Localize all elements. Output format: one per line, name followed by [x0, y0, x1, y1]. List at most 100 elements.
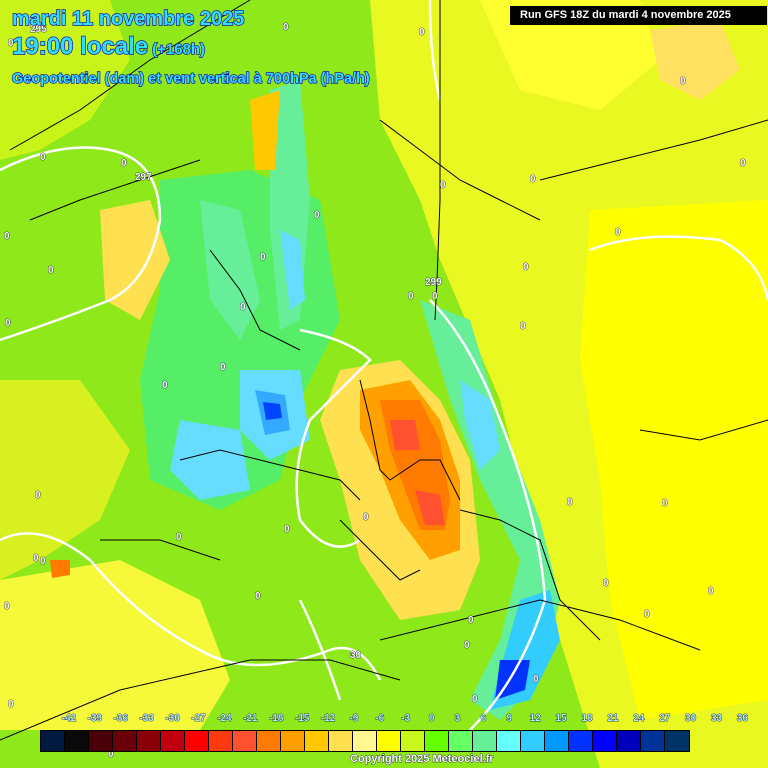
legend-color-cell	[353, 731, 377, 751]
legend-color-cell	[593, 731, 617, 751]
zero-contour-label: 0	[363, 512, 369, 524]
legend-tick-label: -36	[113, 713, 129, 725]
color-scale-legend	[40, 730, 690, 752]
legend-color-cell	[281, 731, 305, 751]
zero-contour-label: 0	[440, 180, 446, 192]
legend-color-cell	[185, 731, 209, 751]
legend-tick-label: -12	[320, 713, 336, 725]
zero-contour-label: 0	[419, 27, 425, 39]
legend-color-cell	[257, 731, 281, 751]
legend-tick-label: 27	[659, 713, 671, 725]
legend-color-cell	[41, 731, 65, 751]
legend-tick-label: -27	[191, 713, 206, 725]
legend-tick-label: -3	[401, 713, 411, 725]
zero-contour-label: 0	[284, 524, 290, 536]
zero-contour-label: 0	[108, 749, 114, 761]
legend-color-cell	[545, 731, 569, 751]
legend-color-cell	[377, 731, 401, 751]
legend-tick-label: 15	[555, 713, 567, 725]
legend-tick-label: 33	[710, 713, 723, 725]
zero-contour-label: 0	[533, 674, 539, 686]
copyright-text: Copyright 2025 Meteociel.fr	[350, 753, 494, 766]
zero-contour-label: 0	[408, 291, 414, 303]
legend-tick-label: -6	[375, 713, 385, 725]
legend-color-cell	[65, 731, 89, 751]
zero-contour-label: 0	[644, 609, 650, 621]
zero-contour-label: 0	[615, 227, 621, 239]
legend-color-cell	[209, 731, 233, 751]
forecast-time-text: 19:00 locale	[11, 32, 149, 60]
legend-color-cell	[137, 731, 161, 751]
legend-color-cell	[665, 731, 689, 751]
zero-contour-label: 0	[48, 265, 54, 277]
legend-tick-label: -33	[139, 713, 154, 725]
geopotential-label-299: 299	[425, 277, 442, 289]
zero-contour-label: 0	[680, 76, 686, 88]
legend-color-cell	[617, 731, 641, 751]
legend-tick-label: -9	[349, 713, 359, 725]
zero-contour-label: 0	[255, 591, 261, 603]
legend-color-cell	[569, 731, 593, 751]
zero-contour-label: 0	[162, 380, 168, 392]
legend-tick-label: 3	[454, 713, 461, 725]
zero-contour-label: 0	[35, 490, 41, 502]
zero-contour-label: 0	[5, 318, 11, 330]
zero-contour-label: 0	[530, 174, 536, 186]
zero-contour-label: 0	[220, 362, 226, 374]
legend-tick-label: -39	[87, 713, 103, 725]
zero-contour-label: 0	[432, 291, 438, 303]
legend-tick-label: 18	[581, 713, 593, 725]
legend-tick-label: 24	[633, 713, 645, 725]
zero-contour-label: 0	[708, 586, 714, 598]
legend-color-cell	[89, 731, 113, 751]
legend-color-cell	[329, 731, 353, 751]
forecast-date: mardi 11 novembre 2025	[11, 7, 245, 30]
zero-contour-label: 0	[523, 262, 529, 274]
forecast-lead-time: (+168h)	[151, 40, 206, 58]
zero-contour-label: 0	[240, 302, 246, 314]
legend-color-cell	[113, 731, 137, 751]
legend-color-cell	[305, 731, 329, 751]
legend-tick-label: 9	[506, 713, 513, 725]
geopotential-label-297: 297	[135, 172, 152, 184]
zero-contour-label: 0	[260, 252, 266, 264]
run-info-banner: Run GFS 18Z du mardi 4 novembre 2025	[510, 6, 767, 25]
forecast-time: 19:00 locale (+168h)	[11, 32, 206, 61]
legend-tick-label: -42	[61, 713, 77, 725]
zero-contour-label: 0	[283, 22, 289, 34]
legend-tick-label: -18	[268, 713, 284, 725]
legend-tick-labels: -42 -39 -36 -33 -30 -27 -24 -21 -18 -15 -12 -9 -6 -3 0…	[40, 713, 748, 727]
legend-color-cell	[641, 731, 665, 751]
legend-tick-label: -21	[243, 713, 258, 725]
zero-contour-label: 0	[176, 532, 182, 544]
legend-tick-label: 36	[736, 713, 748, 725]
zero-contour-label: 0	[567, 497, 573, 509]
zero-contour-label: 0	[662, 498, 668, 510]
legend-tick-label: 12	[529, 713, 541, 725]
map-subtitle: Geopotentiel (dam) et vent vertical à 70…	[11, 70, 370, 87]
zero-contour-label: 0	[464, 640, 470, 652]
legend-tick-label: -15	[294, 713, 310, 725]
legend-tick-label: -30	[165, 713, 180, 725]
zero-contour-label: 0	[8, 699, 14, 711]
legend-color-cell	[521, 731, 545, 751]
legend-color-cell	[473, 731, 497, 751]
zero-contour-label: 0	[4, 601, 10, 613]
zero-contour-label: 0	[40, 556, 46, 568]
legend-color-cell	[497, 731, 521, 751]
legend-tick-label: 0	[428, 713, 435, 725]
geopotential-label-30: 30	[350, 650, 362, 662]
legend-color-cell	[161, 731, 185, 751]
zero-contour-label: 0	[472, 694, 478, 706]
legend-tick-label: 30	[685, 713, 697, 725]
legend-color-cell	[401, 731, 425, 751]
zero-contour-label: 0	[603, 578, 609, 590]
zero-contour-label: 0	[314, 210, 320, 222]
geopotential-label-295: 295	[30, 24, 47, 36]
legend-tick-label: 21	[607, 713, 619, 725]
legend-color-cell	[425, 731, 449, 751]
zero-contour-label: 0	[33, 553, 39, 565]
zero-contour-label: 0	[121, 158, 127, 170]
zero-contour-label: 0	[40, 152, 46, 164]
